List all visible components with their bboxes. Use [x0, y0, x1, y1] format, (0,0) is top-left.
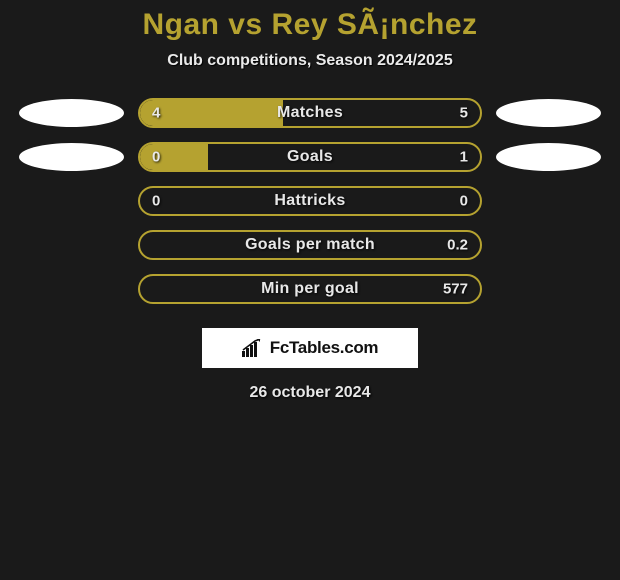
stat-value-right: 0: [460, 193, 468, 210]
bar-fill-left: [140, 100, 283, 126]
player-right-marker: [496, 143, 601, 171]
stat-label: Hattricks: [274, 192, 345, 210]
stat-row: 0 Hattricks 0: [19, 186, 601, 216]
comparison-widget: Ngan vs Rey SÃ¡nchez Club competitions, …: [0, 0, 620, 402]
player-left-marker: [19, 99, 124, 127]
bar-fill-left: [140, 144, 208, 170]
stat-value-right: 1: [460, 149, 468, 166]
bars-growth-icon: [242, 339, 264, 357]
page-title: Ngan vs Rey SÃ¡nchez: [142, 8, 477, 42]
brand-text: FcTables.com: [270, 338, 379, 358]
stat-row: 4 Matches 5: [19, 98, 601, 128]
stat-label: Goals per match: [245, 236, 375, 254]
date-label: 26 october 2024: [250, 384, 371, 402]
player-left-marker: [19, 143, 124, 171]
stat-value-right: 5: [460, 105, 468, 122]
stat-label: Matches: [277, 104, 343, 122]
stat-bar: Goals per match 0.2: [138, 230, 482, 260]
stat-row: Min per goal 577: [19, 274, 601, 304]
stat-value-left: 0: [152, 149, 160, 166]
stat-label: Min per goal: [261, 280, 359, 298]
brand-badge[interactable]: FcTables.com: [202, 328, 418, 368]
stat-bar: 0 Goals 1: [138, 142, 482, 172]
subtitle: Club competitions, Season 2024/2025: [167, 52, 452, 70]
stat-bar: 0 Hattricks 0: [138, 186, 482, 216]
stat-label: Goals: [287, 148, 333, 166]
player-right-marker: [496, 99, 601, 127]
bars-list: 4 Matches 5 0 Goals 1 0 Hattricks 0 Goals per mat…: [19, 98, 601, 318]
stat-bar: Min per goal 577: [138, 274, 482, 304]
stat-row: Goals per match 0.2: [19, 230, 601, 260]
stat-value-right: 0.2: [447, 237, 468, 254]
stat-value-right: 577: [443, 281, 468, 298]
stat-row: 0 Goals 1: [19, 142, 601, 172]
stat-bar: 4 Matches 5: [138, 98, 482, 128]
stat-value-left: 0: [152, 193, 160, 210]
stat-value-left: 4: [152, 105, 160, 122]
